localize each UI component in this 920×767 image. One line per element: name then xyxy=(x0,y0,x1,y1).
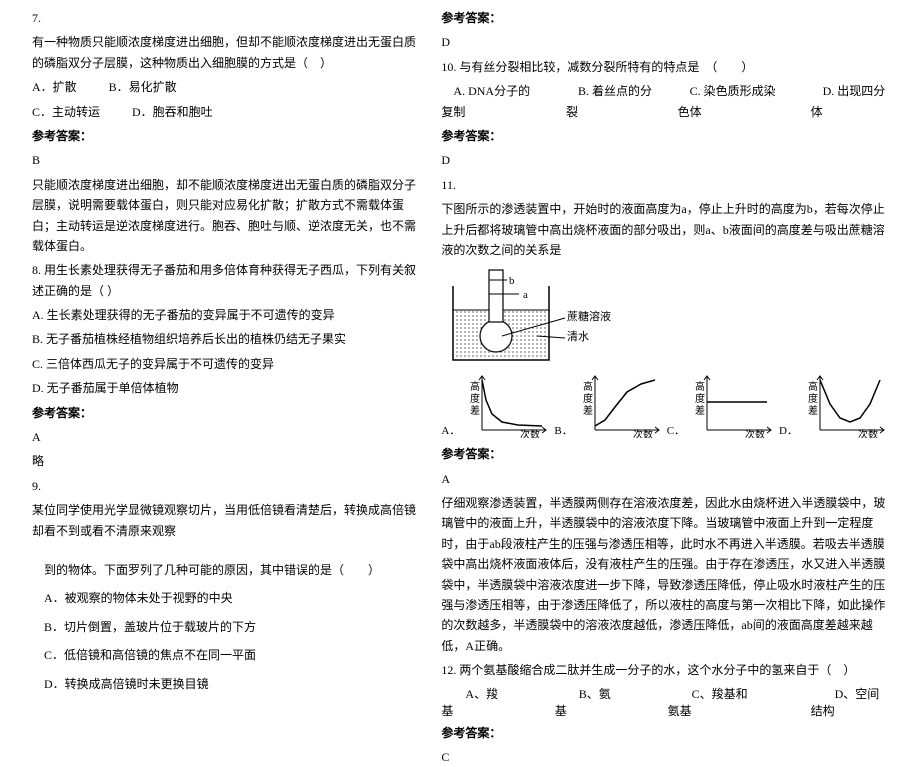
svg-text:度: 度 xyxy=(583,392,593,405)
q10-text: 10. 与有丝分裂相比较，减数分裂所特有的特点是 （ ） xyxy=(441,57,888,77)
svg-text:差: 差 xyxy=(808,404,818,417)
q10-opt-a: A. DNA分子的复制 xyxy=(441,81,542,122)
opt-b-label: B． xyxy=(554,422,572,438)
chart-options: A． 高度差次数 B． 高度差次数 C． 高度差次数 D． 高度差次数 xyxy=(441,372,888,438)
q8-opt-b: B. 无子番茄植株经植物组织培养后长出的植株仍结无子果实 xyxy=(32,329,417,349)
answer-label: 参考答案： xyxy=(441,723,888,743)
svg-text:差: 差 xyxy=(470,404,480,417)
answer-label: 参考答案： xyxy=(441,444,888,464)
q10-opts: A. DNA分子的复制 B. 着丝点的分裂 C. 染色质形成染色体 D. 出现四… xyxy=(441,81,888,122)
q12-opt-d: D、空间结构 xyxy=(811,685,888,719)
svg-text:高: 高 xyxy=(470,380,480,393)
q9-text2: 到的物体。下面罗列了几种可能的原因，其中错误的是（ ） xyxy=(32,560,417,580)
svg-text:次数: 次数 xyxy=(520,428,540,438)
q9-answer: D xyxy=(441,32,888,52)
q12-text: 12. 两个氨基酸缩合成二肽并生成一分子的水，这个水分子中的氢来自于（ ） xyxy=(441,660,888,680)
q12-opt-a: A、羧基 xyxy=(441,685,498,719)
answer-label: 参考答案： xyxy=(441,8,888,28)
svg-text:次数: 次数 xyxy=(633,428,653,438)
svg-text:蔗糖溶液: 蔗糖溶液 xyxy=(567,309,611,323)
q8-explanation: 略 xyxy=(32,451,417,471)
q8-opt-c: C. 三倍体西瓜无子的变异属于不可遗传的变异 xyxy=(32,354,417,374)
q10-opt-d: D. 出现四分体 xyxy=(811,81,888,122)
chart-b: 高度差次数 xyxy=(577,372,663,438)
svg-text:度: 度 xyxy=(695,392,705,405)
q7-text: 有一种物质只能顺浓度梯度进出细胞，但却不能顺浓度梯度进出无蛋白质的磷脂双分子层膜… xyxy=(32,32,417,73)
svg-text:差: 差 xyxy=(583,404,593,417)
q7-opt-d: D．胞吞和胞吐 xyxy=(132,102,213,122)
q11-text: 下图所示的渗透装置中，开始时的液面高度为a，停止上升时的高度为b，若每次停止上升… xyxy=(441,199,888,260)
svg-text:高: 高 xyxy=(808,380,818,393)
q8-text: 8. 用生长素处理获得无子番茄和用多倍体育种获得无子西瓜，下列有关叙述正确的是（… xyxy=(32,260,417,301)
q10-answer: D xyxy=(441,150,888,170)
opt-a-label: A． xyxy=(441,422,460,438)
q12-opt-c: C、羧基和氨基 xyxy=(668,685,755,719)
svg-text:b: b xyxy=(509,275,515,287)
q12-answer: C xyxy=(441,747,888,767)
q8-answer: A xyxy=(32,427,417,447)
q9-opt-a: A．被观察的物体未处于视野的中央 xyxy=(32,588,417,608)
q7-opt-c: C．主动转运 xyxy=(32,102,100,122)
beaker-diagram: ab 蔗糖溶液清水 xyxy=(441,266,888,366)
opt-d-label: D． xyxy=(779,422,798,438)
q9-opt-b: B．切片倒置，盖玻片位于载玻片的下方 xyxy=(32,617,417,637)
opt-c-label: C． xyxy=(667,422,685,438)
svg-text:a: a xyxy=(523,289,528,301)
q7-num: 7. xyxy=(32,8,417,28)
left-column: 7. 有一种物质只能顺浓度梯度进出细胞，但却不能顺浓度梯度进出无蛋白质的磷脂双分… xyxy=(20,8,429,643)
answer-label: 参考答案： xyxy=(441,126,888,146)
svg-text:清水: 清水 xyxy=(567,330,589,343)
q7-opts-row1: A．扩散 B．易化扩散 xyxy=(32,77,417,97)
q7-answer: B xyxy=(32,150,417,170)
q11-num: 11. xyxy=(441,175,888,195)
q9-text: 某位同学使用光学显微镜观察切片，当用低倍镜看清楚后，转换成高倍镜却看不到或看不清… xyxy=(32,500,417,541)
q8-opt-a: A. 生长素处理获得的无子番茄的变异属于不可遗传的变异 xyxy=(32,305,417,325)
svg-text:高: 高 xyxy=(583,380,593,393)
right-column: 参考答案： D 10. 与有丝分裂相比较，减数分裂所特有的特点是 （ ） A. … xyxy=(429,8,900,643)
q7-opt-b: B．易化扩散 xyxy=(109,77,177,97)
chart-a: 高度差次数 xyxy=(464,372,550,438)
chart-c: 高度差次数 xyxy=(689,372,775,438)
q10-opt-b: B. 着丝点的分裂 xyxy=(566,81,654,122)
svg-text:度: 度 xyxy=(470,392,480,405)
q7-explanation: 只能顺浓度梯度进出细胞，却不能顺浓度梯度进出无蛋白质的磷脂双分子层膜，说明需要载… xyxy=(32,175,417,257)
answer-label: 参考答案： xyxy=(32,403,417,423)
q12-opts: A、羧基 B、氨基 C、羧基和氨基 D、空间结构 xyxy=(441,685,888,719)
svg-text:差: 差 xyxy=(695,404,705,417)
svg-text:次数: 次数 xyxy=(745,428,765,438)
svg-text:高: 高 xyxy=(695,380,705,393)
q11-explanation: 仔细观察渗透装置，半透膜两侧存在溶液浓度差，因此水由烧杯进入半透膜袋中，玻璃管中… xyxy=(441,493,888,656)
svg-text:次数: 次数 xyxy=(858,428,878,438)
q7-opts-row2: C．主动转运 D．胞吞和胞吐 xyxy=(32,102,417,122)
q7-opt-a: A．扩散 xyxy=(32,77,77,97)
q9-opt-d: D．转换成高倍镜时未更换目镜 xyxy=(32,674,417,694)
q9-num: 9. xyxy=(32,476,417,496)
answer-label: 参考答案： xyxy=(32,126,417,146)
q9-opt-c: C．低倍镜和高倍镜的焦点不在同一平面 xyxy=(32,645,417,665)
q8-opt-d: D. 无子番茄属于单倍体植物 xyxy=(32,378,417,398)
svg-text:度: 度 xyxy=(808,392,818,405)
q11-answer: A xyxy=(441,469,888,489)
q12-opt-b: B、氨基 xyxy=(555,685,612,719)
q10-opt-c: C. 染色质形成染色体 xyxy=(678,81,787,122)
chart-d: 高度差次数 xyxy=(802,372,888,438)
